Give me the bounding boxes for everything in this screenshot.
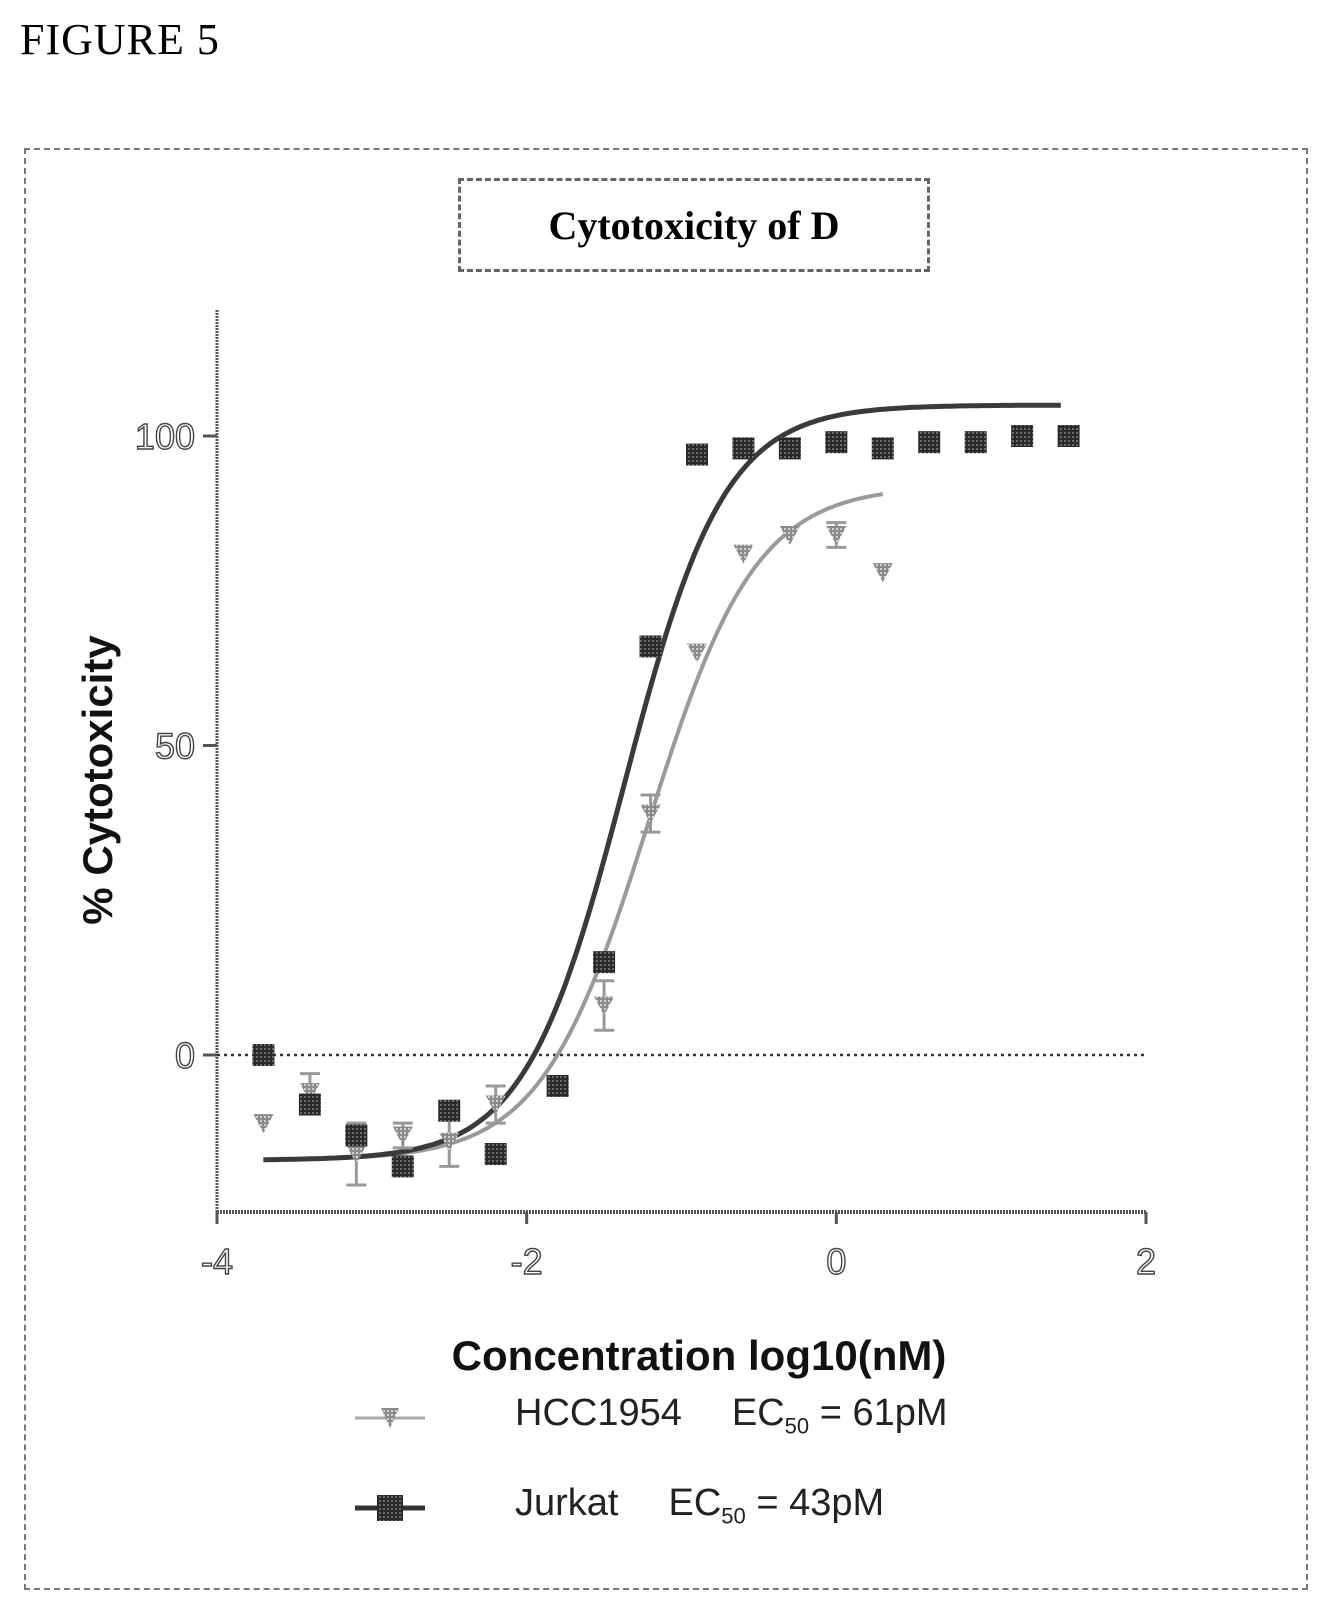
data-point-hcc1954 [779,526,800,546]
data-point-hcc1954 [640,804,661,824]
x-tick-label: 0 [826,1241,846,1282]
axes: -4 -2 0 2 0 50 100 [134,310,1157,1283]
data-point-hcc1954 [826,526,847,546]
data-point-hcc1954 [299,1083,320,1103]
chart-frame [24,148,1308,1590]
y-tick-label: 0 [175,1035,195,1076]
data-point-jurkat [732,437,755,460]
legend-label-jurkat: Jurkat [515,1482,619,1524]
fit-curve-hcc1954 [263,492,884,1162]
data-point-jurkat [484,1143,507,1166]
data-point-jurkat [778,437,801,460]
fit-curves [263,402,1061,1163]
data-point-jurkat [639,635,662,658]
y-tick-label: 50 [155,726,195,767]
legend-item-jurkat: Jurkat EC50 = 43pM [355,1478,1075,1568]
data-point-jurkat [1057,425,1080,447]
chart-title-box: Cytotoxicity of D [458,178,930,272]
legend-ec50-jurkat: EC50 = 43pM [668,1482,885,1529]
data-point-jurkat [964,431,987,454]
data-point-jurkat [298,1093,321,1116]
data-point-hcc1954 [594,996,615,1016]
data-point-jurkat [685,443,708,466]
figure-label: FIGURE 5 [20,15,220,64]
x-axis-label: Concentration log10(nM) [452,1332,947,1379]
legend-label-hcc1954: HCC1954 [515,1392,682,1434]
data-point-jurkat [391,1155,414,1178]
legend: HCC1954 EC50 = 61pM Jurkat EC50 = 43pM [355,1388,1075,1568]
data-point-jurkat [825,431,848,454]
data-point-jurkat [871,437,894,460]
data-point-jurkat [546,1074,569,1097]
data-point-hcc1954 [733,544,754,564]
data-point-jurkat [918,431,941,454]
data-point-hcc1954 [686,643,707,663]
legend-ec50-hcc1954: EC50 = 61pM [731,1392,948,1439]
data-point-jurkat [252,1044,275,1066]
y-axis-label: % Cytotoxicity [74,635,121,925]
data-point-hcc1954 [872,563,893,583]
x-tick-label: -4 [201,1241,233,1282]
legend-symbol-hcc1954 [355,1408,425,1428]
legend-symbol-jurkat [355,1495,425,1521]
x-tick-label: 2 [1136,1241,1156,1282]
data-point-jurkat [593,951,616,974]
data-points [252,425,1080,1187]
data-point-hcc1954 [392,1126,413,1146]
data-point-hcc1954 [485,1095,506,1115]
data-point-hcc1954 [346,1145,367,1165]
data-point-hcc1954 [439,1132,460,1152]
chart-title: Cytotoxicity of D [548,202,840,248]
data-point-jurkat [438,1099,461,1122]
x-tick-label: -2 [511,1241,543,1282]
fit-curve-jurkat [263,402,1061,1163]
y-tick-label: 100 [135,416,195,457]
data-point-jurkat [1011,425,1034,447]
data-point-hcc1954 [253,1114,274,1134]
data-point-jurkat [345,1124,368,1147]
legend-item-hccl1954: HCC1954 EC50 = 61pM [355,1388,1075,1478]
